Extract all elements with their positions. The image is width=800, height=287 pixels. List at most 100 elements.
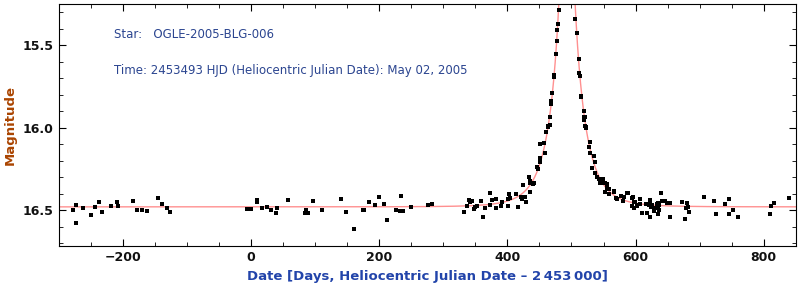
- Point: [644, 198, 657, 202]
- Point: [486, 198, 498, 203]
- Point: [502, 197, 515, 201]
- Point: [126, 198, 139, 203]
- Point: [104, 203, 117, 208]
- Point: [241, 207, 254, 211]
- Point: [782, 195, 795, 200]
- Point: [643, 199, 656, 203]
- Point: [469, 204, 482, 209]
- Point: [271, 205, 284, 210]
- Point: [626, 195, 639, 199]
- Point: [421, 203, 434, 208]
- Point: [618, 195, 630, 200]
- Point: [550, 39, 563, 44]
- Point: [588, 170, 601, 175]
- Point: [315, 208, 328, 212]
- Point: [589, 159, 602, 164]
- Point: [599, 181, 612, 185]
- Point: [630, 203, 643, 208]
- Point: [658, 199, 671, 203]
- Point: [378, 202, 390, 206]
- Point: [463, 197, 476, 202]
- Point: [523, 180, 536, 185]
- Point: [255, 205, 268, 210]
- Point: [592, 177, 605, 182]
- Point: [484, 190, 497, 195]
- Point: [95, 209, 108, 214]
- Point: [596, 181, 609, 185]
- Point: [250, 197, 263, 202]
- Point: [578, 124, 591, 128]
- Point: [601, 182, 614, 187]
- Point: [680, 201, 693, 205]
- Point: [682, 210, 695, 214]
- Point: [84, 213, 97, 218]
- Point: [610, 195, 622, 200]
- Point: [362, 200, 375, 205]
- Point: [608, 188, 621, 193]
- Point: [634, 197, 646, 202]
- Point: [621, 191, 634, 195]
- Point: [594, 181, 606, 185]
- Point: [640, 202, 653, 206]
- Point: [578, 118, 590, 122]
- Point: [718, 202, 731, 206]
- Point: [661, 201, 674, 205]
- Point: [282, 198, 295, 203]
- Point: [300, 208, 313, 212]
- Point: [538, 150, 551, 155]
- Point: [494, 203, 507, 208]
- Point: [502, 191, 515, 196]
- Point: [651, 206, 664, 211]
- Point: [512, 204, 525, 209]
- Point: [270, 211, 282, 215]
- Point: [655, 199, 668, 203]
- Point: [710, 212, 722, 217]
- Point: [634, 201, 646, 206]
- Point: [767, 201, 780, 206]
- Point: [553, 8, 566, 13]
- Point: [518, 195, 531, 199]
- Point: [549, 52, 562, 56]
- Point: [70, 220, 83, 225]
- Text: Star:   OGLE-2005-BLG-006: Star: OGLE-2005-BLG-006: [114, 28, 274, 40]
- Point: [461, 204, 474, 209]
- Point: [539, 130, 552, 134]
- Point: [542, 125, 554, 129]
- Point: [569, 0, 582, 2]
- Point: [544, 98, 557, 103]
- Point: [676, 199, 689, 204]
- Point: [534, 155, 546, 160]
- Point: [569, 16, 582, 21]
- Point: [591, 175, 604, 179]
- Point: [306, 199, 319, 204]
- Point: [595, 179, 608, 183]
- Point: [298, 211, 311, 215]
- Point: [622, 191, 634, 196]
- Point: [641, 211, 654, 216]
- Point: [764, 212, 777, 216]
- Point: [634, 202, 646, 207]
- Point: [542, 123, 554, 128]
- Point: [502, 204, 514, 208]
- Point: [649, 206, 662, 211]
- Point: [628, 199, 641, 204]
- Point: [130, 207, 143, 212]
- Point: [601, 186, 614, 191]
- Point: [250, 199, 263, 204]
- Point: [89, 205, 102, 209]
- Point: [708, 199, 721, 204]
- Point: [474, 199, 487, 204]
- Point: [67, 208, 80, 213]
- Point: [466, 199, 478, 204]
- Point: [510, 191, 522, 196]
- Point: [726, 207, 739, 212]
- Point: [160, 206, 173, 210]
- Point: [261, 205, 274, 210]
- Point: [357, 208, 370, 212]
- Point: [77, 206, 90, 211]
- Point: [570, 30, 583, 35]
- Point: [531, 167, 544, 171]
- Y-axis label: Magnitude: Magnitude: [4, 85, 17, 165]
- Point: [164, 210, 177, 214]
- Point: [484, 203, 497, 208]
